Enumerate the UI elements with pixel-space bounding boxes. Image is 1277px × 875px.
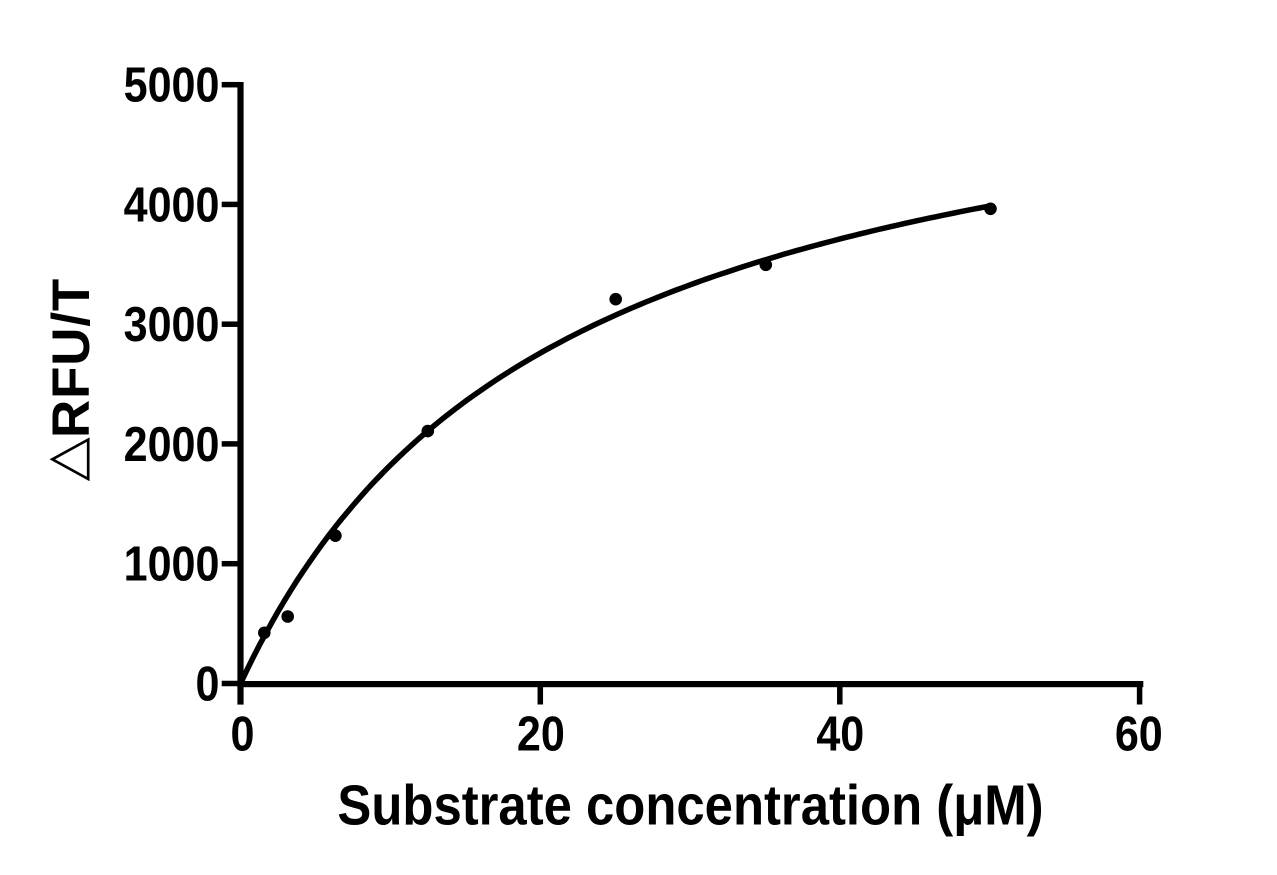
svg-text:40: 40 xyxy=(816,706,864,761)
svg-text:1000: 1000 xyxy=(124,536,220,591)
svg-text:RFU/T: RFU/T xyxy=(42,278,101,438)
svg-text:3000: 3000 xyxy=(124,296,220,351)
svg-text:4000: 4000 xyxy=(124,177,220,232)
svg-text:2000: 2000 xyxy=(124,416,220,471)
svg-text:Substrate concentration (μM): Substrate concentration (μM) xyxy=(337,774,1043,837)
svg-text:5000: 5000 xyxy=(124,57,220,112)
svg-text:60: 60 xyxy=(1115,706,1163,761)
svg-text:0: 0 xyxy=(196,656,220,711)
svg-text:0: 0 xyxy=(231,706,255,761)
svg-text:20: 20 xyxy=(517,706,565,761)
